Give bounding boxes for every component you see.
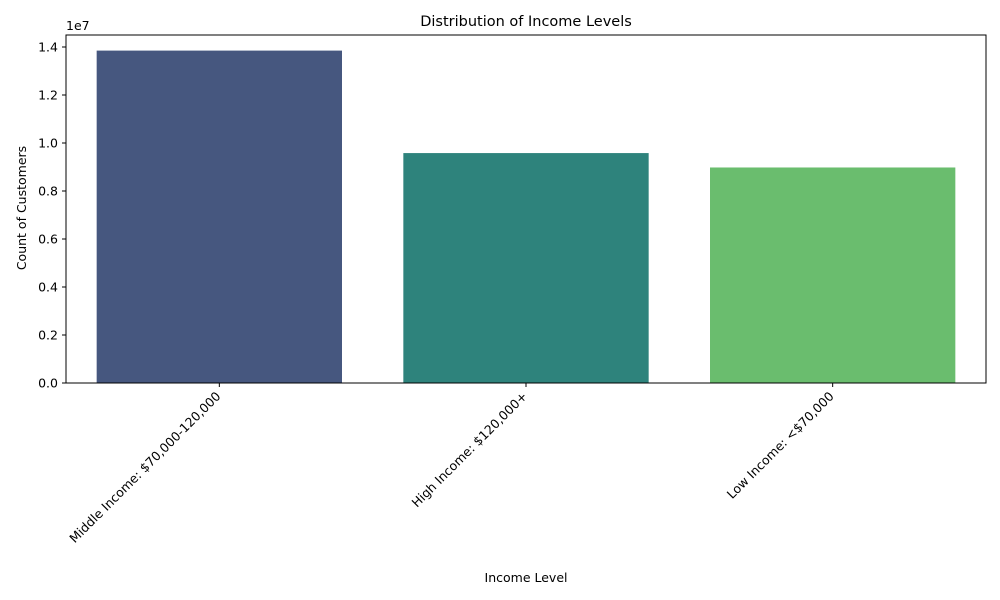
y-axis-label: Count of Customers (14, 146, 29, 270)
x-tick-label: Low Income: <$70,000 (724, 388, 837, 501)
bar-2 (403, 153, 649, 383)
bar-3 (710, 167, 956, 383)
y-axis-offset-label: 1e7 (66, 18, 90, 33)
bars-group (96, 50, 956, 383)
x-tick-label: Middle Income: $70,000-120,000 (66, 388, 223, 545)
y-tick-label: 0.8 (38, 184, 58, 199)
plot-frame (65, 34, 987, 384)
y-tick-label: 0.4 (38, 280, 58, 295)
y-tick-label: 1.2 (38, 88, 58, 103)
x-axis-label: Income Level (485, 570, 568, 585)
y-tick-label: 0.0 (38, 376, 58, 391)
y-tick-label: 1.4 (38, 40, 58, 55)
y-tick-label: 1.0 (38, 136, 58, 151)
y-tick-label: 0.6 (38, 232, 58, 247)
chart-title: Distribution of Income Levels (420, 14, 632, 30)
bar-1 (96, 50, 343, 383)
y-tick-label: 0.2 (38, 328, 58, 343)
x-tick-label: High Income: $120,000+ (408, 389, 530, 511)
y-axis-ticks: 0.0 0.2 0.4 0.6 0.8 1.0 1.2 1.4 (38, 40, 66, 391)
x-axis-ticks: Middle Income: $70,000-120,000 High Incom… (66, 383, 837, 546)
